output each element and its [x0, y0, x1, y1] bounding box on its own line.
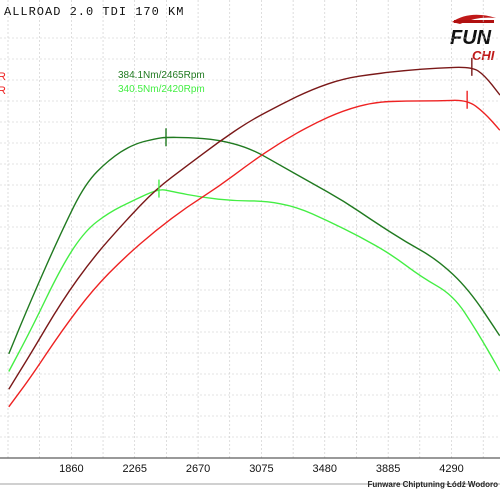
- x-tick-label: 2670: [186, 463, 210, 475]
- series-torque-stock: [8, 189, 500, 373]
- logo-text-chi: CHI: [472, 48, 495, 62]
- footer-credit: Funware Chiptuning Łódź Wodoro: [368, 480, 499, 489]
- x-axis-ticks: 1860 2265 2670 3075 3480 3885 4290: [59, 463, 464, 475]
- legend-stub-red-1: R: [0, 71, 6, 83]
- x-tick-label: 2265: [122, 463, 146, 475]
- series-torque-tuned: [8, 136, 500, 355]
- x-tick-label: 3480: [313, 463, 337, 475]
- x-tick-label: 3885: [376, 463, 400, 475]
- chart-series: [8, 66, 500, 408]
- legend-stub-red-2: R: [0, 85, 6, 97]
- peak-markers: [158, 57, 473, 198]
- x-tick-label: 3075: [249, 463, 273, 475]
- series-power-tuned: [8, 66, 500, 390]
- x-tick-label: 1860: [59, 463, 83, 475]
- legend-stub: R R: [0, 71, 6, 97]
- peak-label-tuned-torque: 384.1Nm/2465Rpm: [118, 70, 205, 81]
- peak-label-stock-torque: 340.5Nm/2420Rpm: [118, 84, 205, 95]
- funware-logo: FUN CHI: [450, 14, 496, 62]
- series-power-stock: [8, 99, 500, 408]
- x-tick-label: 4290: [439, 463, 463, 475]
- logo-text-fun: FUN: [450, 27, 492, 49]
- logo-car-stripe: [454, 20, 494, 23]
- chart-title: ALLROAD 2.0 TDI 170 KM: [4, 5, 185, 19]
